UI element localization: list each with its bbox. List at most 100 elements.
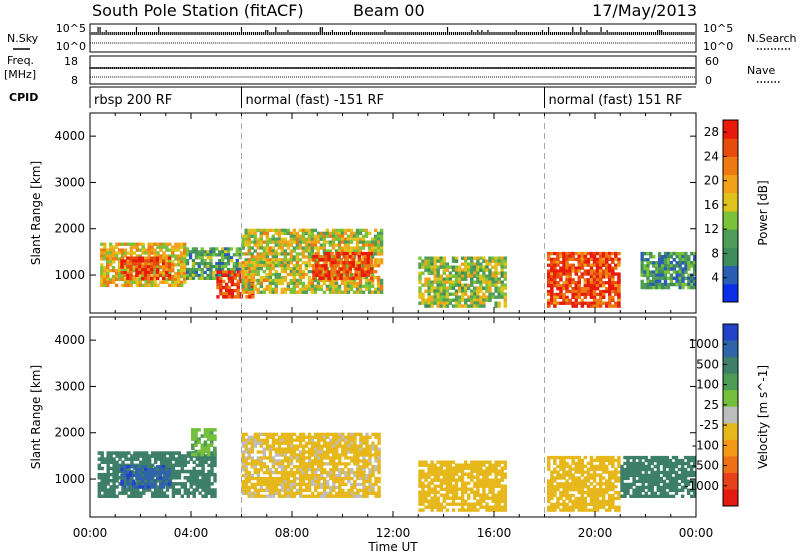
range-gate-cell <box>470 265 474 269</box>
range-gate-cell <box>153 256 157 260</box>
range-gate-cell <box>126 272 131 276</box>
range-gate-cell <box>562 281 566 285</box>
range-gate-cell <box>283 453 288 457</box>
range-gate-cell <box>295 438 300 442</box>
range-gate-cell <box>562 287 566 291</box>
range-gate-cell <box>289 453 294 457</box>
range-gate-cell <box>333 258 337 262</box>
range-gate-cell <box>177 248 181 252</box>
range-gate-cell <box>194 428 198 432</box>
range-gate-cell <box>250 482 254 487</box>
range-gate-cell <box>250 261 254 265</box>
range-gate-cell <box>247 462 251 466</box>
range-gate-cell <box>280 246 284 250</box>
noise-right-tick-top: 10^5 <box>703 22 733 35</box>
range-gate-cell <box>598 260 603 264</box>
range-gate-cell <box>192 466 196 471</box>
range-gate-cell <box>153 266 157 270</box>
range-gate-cell <box>464 265 468 269</box>
range-gate-cell <box>314 482 318 487</box>
range-gate-cell <box>200 276 204 280</box>
range-gate-cell <box>180 266 184 270</box>
range-gate-cell <box>268 494 273 498</box>
range-gate-cell <box>117 242 122 246</box>
power-colorbar-tick-label: 16 <box>704 198 719 212</box>
range-gate-cell <box>464 301 468 305</box>
range-gate-cell <box>421 265 425 269</box>
range-gate-cell <box>180 245 184 249</box>
range-gate-cell <box>559 295 563 299</box>
range-gate-cell <box>103 476 107 480</box>
range-gate-cell <box>301 270 306 274</box>
range-gate-cell <box>265 468 270 472</box>
range-gate-cell <box>663 267 668 271</box>
range-gate-cell <box>580 292 585 297</box>
range-gate-cell <box>259 231 263 235</box>
range-gate-cell <box>195 485 199 489</box>
range-gate-cell <box>271 459 276 463</box>
range-gate-cell <box>693 267 697 271</box>
range-gate-cell <box>147 242 151 246</box>
range-gate-cell <box>568 298 572 302</box>
range-gate-cell <box>559 254 563 259</box>
range-gate-cell <box>144 248 148 252</box>
range-gate-cell <box>144 265 148 269</box>
range-gate-cell <box>500 256 504 260</box>
range-gate-cell <box>460 304 465 308</box>
range-gate-cell <box>298 444 303 448</box>
range-gate-cell <box>114 254 119 258</box>
range-gate-cell <box>298 228 303 232</box>
range-gate-cell <box>370 281 375 286</box>
range-gate-cell <box>171 488 176 492</box>
range-gate-cell <box>295 281 300 286</box>
range-gate-cell <box>479 283 483 287</box>
range-gate-cell <box>646 273 650 277</box>
range-gate-cell <box>153 251 157 255</box>
range-gate-cell <box>333 276 337 281</box>
range-gate-cell <box>256 476 260 481</box>
range-gate-cell <box>464 289 468 293</box>
range-gate-cell <box>111 280 116 284</box>
range-gate-cell <box>153 283 157 287</box>
range-gate-cell <box>310 243 315 247</box>
range-gate-cell <box>135 468 139 472</box>
range-gate-cell <box>253 491 257 495</box>
range-gate-cell <box>225 292 229 296</box>
range-gate-cell <box>150 283 154 287</box>
range-gate-cell <box>120 468 124 472</box>
range-gate-cell <box>256 278 260 283</box>
range-gate-cell <box>142 491 146 495</box>
range-gate-cell <box>491 292 495 296</box>
range-gate-cell <box>129 276 133 281</box>
power-colorbar-label: Power [dB] <box>756 180 770 245</box>
nsky-label: N.Sky <box>7 32 39 45</box>
range-gate-cell <box>470 256 474 260</box>
range-gate-cell <box>241 243 245 247</box>
range-gate-cell <box>289 255 293 259</box>
range-gate-cell <box>307 450 312 454</box>
range-gate-cell <box>586 263 591 267</box>
range-gate-cell <box>280 459 285 463</box>
range-gate-cell <box>194 247 198 251</box>
range-gate-cell <box>373 287 378 291</box>
range-gate-cell <box>164 268 169 272</box>
range-gate-cell <box>298 264 303 268</box>
range-gate-cell <box>256 479 260 484</box>
range-gate-cell <box>161 276 166 281</box>
range-gate-cell <box>643 264 647 268</box>
range-gate-cell <box>162 242 166 246</box>
range-gate-cell <box>259 258 263 262</box>
range-gate-cell <box>283 243 287 247</box>
range-gate-cell <box>123 283 128 287</box>
range-gate-cell <box>319 278 324 283</box>
range-gate-cell <box>418 295 422 299</box>
range-gate-cell <box>617 301 621 305</box>
range-gate-cell <box>115 466 119 471</box>
range-gate-cell <box>206 452 211 457</box>
range-gate-cell <box>418 292 422 296</box>
range-gate-cell <box>598 301 603 305</box>
range-gate-cell <box>106 466 110 471</box>
range-gate-cell <box>320 465 324 469</box>
range-gate-cell <box>213 460 217 464</box>
range-gate-cell <box>271 290 275 294</box>
